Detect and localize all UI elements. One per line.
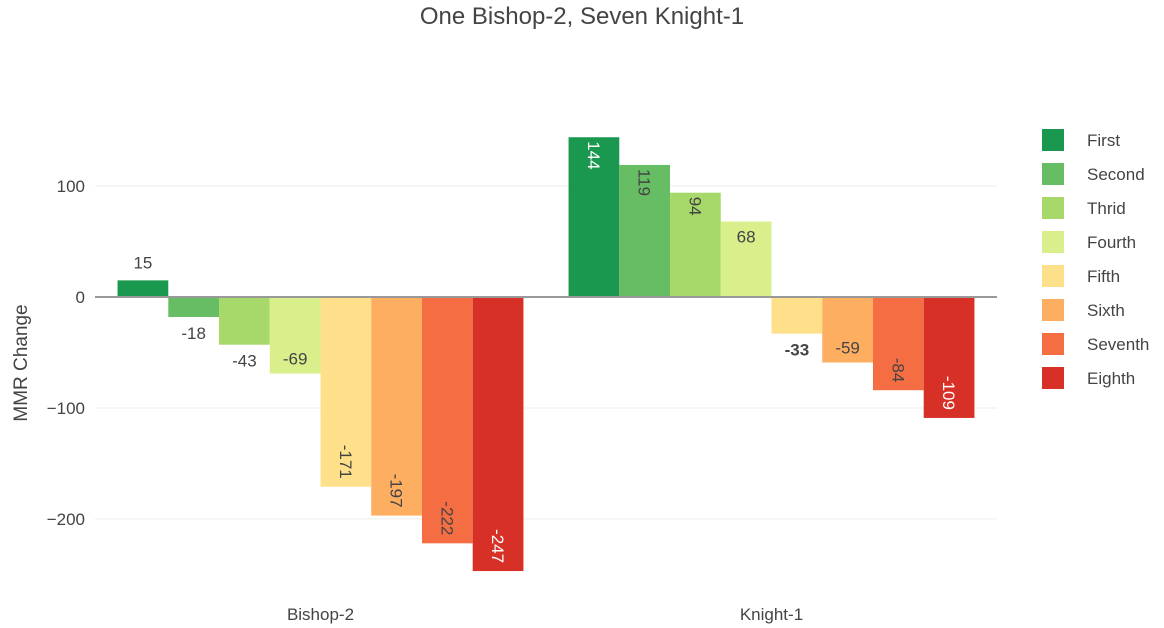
x-tick-label: Bishop-2 xyxy=(287,605,354,624)
legend-swatch xyxy=(1042,231,1064,253)
y-tick-label: −100 xyxy=(47,399,85,418)
bar xyxy=(320,297,372,487)
y-axis-title: MMR Change xyxy=(11,304,32,421)
bar xyxy=(568,137,620,297)
y-tick-label: 0 xyxy=(76,288,85,307)
bar-value-label: 68 xyxy=(737,228,756,247)
legend-label: Sixth xyxy=(1087,301,1125,320)
bar-value-label: -18 xyxy=(181,324,206,343)
x-tick-label: Knight-1 xyxy=(740,605,803,624)
legend-swatch xyxy=(1042,163,1064,185)
bars xyxy=(117,137,975,572)
bar-value-label: -84 xyxy=(888,358,907,383)
bar xyxy=(872,297,924,391)
bar xyxy=(771,297,823,334)
bar-value-label: -171 xyxy=(336,445,355,479)
bar-labels: 15 -18 -43 -69 -171 -197 -222 -247 144 119 94 68 -33… xyxy=(133,141,958,563)
legend-label: First xyxy=(1087,131,1120,150)
bar xyxy=(822,297,873,363)
y-tick-label: 100 xyxy=(57,177,85,196)
bar-value-label: 119 xyxy=(635,169,654,196)
x-axis-ticks: Bishop-2 Knight-1 xyxy=(287,605,803,624)
legend-swatch xyxy=(1042,197,1064,219)
bar xyxy=(923,297,975,418)
bar-value-label: -197 xyxy=(387,474,406,508)
bar xyxy=(421,297,473,544)
legend-swatch xyxy=(1042,299,1064,321)
bar-value-label: -69 xyxy=(283,350,308,369)
legend-swatch xyxy=(1042,367,1064,389)
y-axis-ticks: 100 0 −100 −200 xyxy=(47,177,85,529)
bar-value-label: -247 xyxy=(488,529,507,563)
legend-swatch xyxy=(1042,129,1064,151)
bar-value-label: 94 xyxy=(685,197,704,216)
legend-label: Seventh xyxy=(1087,335,1149,354)
bar-value-label: -109 xyxy=(939,376,958,410)
legend: First Second Thrid Fourth Fifth Sixth Seventh E… xyxy=(1042,129,1149,389)
legend-swatch xyxy=(1042,265,1064,287)
legend-label: Thrid xyxy=(1087,199,1126,218)
bar xyxy=(619,164,671,297)
gridlines xyxy=(95,185,997,520)
legend-label: Second xyxy=(1087,165,1145,184)
bar xyxy=(720,221,772,297)
y-tick-label: −200 xyxy=(47,510,85,529)
bar xyxy=(472,297,524,572)
bar xyxy=(219,297,270,345)
bar xyxy=(168,297,220,317)
bar xyxy=(670,192,721,297)
legend-label: Fifth xyxy=(1087,267,1120,286)
bar xyxy=(269,297,321,374)
bar-value-label: -43 xyxy=(232,352,257,371)
bar xyxy=(117,280,169,297)
legend-label: Eighth xyxy=(1087,369,1135,388)
chart-title: One Bishop-2, Seven Knight-1 xyxy=(420,3,744,30)
bar-value-label: -33 xyxy=(785,341,810,360)
bar-value-label: 15 xyxy=(133,253,152,272)
bar-value-label: -222 xyxy=(437,501,456,535)
bar-value-label: -59 xyxy=(835,338,860,357)
bar-value-label: 144 xyxy=(584,141,603,169)
legend-swatch xyxy=(1042,333,1064,355)
bar xyxy=(371,297,422,516)
legend-label: Fourth xyxy=(1087,233,1136,252)
